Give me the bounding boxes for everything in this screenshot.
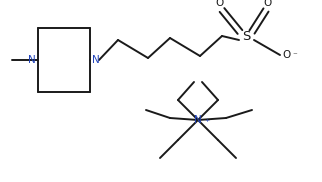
Text: S: S [242, 29, 250, 43]
Text: +: + [204, 118, 209, 123]
Text: O: O [282, 50, 290, 60]
Text: ⁻: ⁻ [292, 51, 297, 60]
Text: N: N [92, 55, 100, 65]
Text: O: O [264, 0, 272, 8]
Text: O: O [216, 0, 224, 8]
Text: methyl: methyl [0, 181, 1, 182]
Text: N: N [28, 55, 36, 65]
Text: methyl: methyl [0, 181, 1, 182]
Text: N: N [194, 115, 202, 125]
